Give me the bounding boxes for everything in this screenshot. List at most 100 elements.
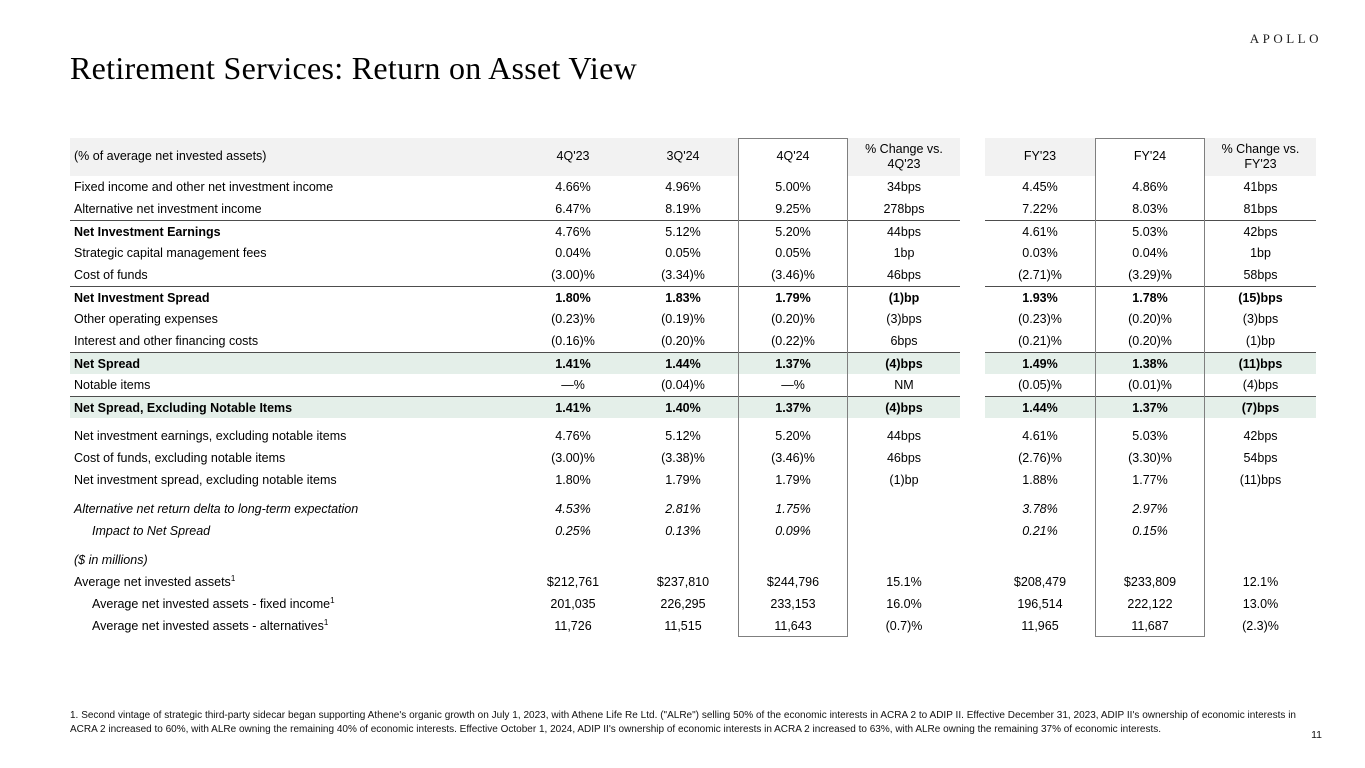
cell-3q24: 226,295	[660, 597, 706, 611]
page-title: Retirement Services: Return on Asset Vie…	[70, 50, 638, 86]
cell-4q24: (0.20)%	[771, 312, 815, 326]
row-label: Average net invested assets - alternativ…	[70, 615, 518, 637]
cell-4q24: (0.22)%	[771, 334, 815, 348]
cell-fy24: 1.38%	[1095, 352, 1205, 374]
group-gap	[960, 264, 985, 286]
cell-fy23: 1.88%	[1022, 473, 1058, 487]
cell-change-vs-4q23: (4)bps	[848, 396, 960, 418]
cell-4q24: —%	[781, 378, 805, 392]
row-label: Net Investment Earnings	[70, 220, 518, 242]
table-row: Other operating expenses (0.23)% (0.19)%…	[70, 308, 1316, 330]
cell-change-vs-4q23	[848, 549, 960, 571]
row-label-text: Interest and other financing costs	[74, 334, 259, 348]
table-row: Cost of funds, excluding notable items (…	[70, 447, 1316, 469]
group-gap	[960, 615, 985, 637]
cell-fy23: 4.45%	[1022, 180, 1058, 194]
row-label: Average net invested assets 1	[70, 571, 518, 593]
cell-change-vs-4q23: (0.7)%	[885, 619, 923, 633]
cell-change-vs-4q23: (3)bps	[886, 312, 922, 326]
group-gap	[960, 447, 985, 469]
cell-change-vs-fy23: 41bps	[1243, 180, 1278, 194]
cell-fy24	[1095, 549, 1205, 571]
cell-4q23: (3.00)%	[551, 451, 595, 465]
row-label-text: Net Spread, Excluding Notable Items	[74, 400, 293, 415]
cell-4q23: 1.80%	[555, 473, 591, 487]
cell-change-vs-fy23: (15)bps	[1205, 286, 1316, 308]
cell-3q24: 1.44%	[628, 352, 738, 374]
table-row: Net investment spread, excluding notable…	[70, 469, 1316, 491]
header-change-vs-fy23: % Change vs. FY'23	[1205, 138, 1316, 176]
cell-change-vs-4q23: 1bp	[893, 246, 915, 260]
row-label-text: ($ in millions)	[74, 553, 148, 567]
cell-3q24: 5.12%	[628, 220, 738, 242]
group-gap	[960, 242, 985, 264]
cell-change-vs-fy23: 1bp	[1250, 246, 1271, 260]
cell-fy24: 5.03%	[1095, 220, 1205, 242]
row-label-text: Average net invested assets - alternativ…	[92, 619, 324, 633]
footnote-marker: 1	[323, 617, 329, 627]
group-gap	[960, 374, 985, 396]
cell-3q24: 0.05%	[665, 246, 701, 260]
row-label-text: Net investment earnings, excluding notab…	[74, 429, 347, 443]
cell-3q24: 1.40%	[628, 396, 738, 418]
table-row: Average net invested assets - alternativ…	[70, 615, 1316, 637]
cell-change-vs-4q23: 278bps	[883, 202, 925, 216]
row-label: Alternative net return delta to long-ter…	[70, 498, 518, 520]
cell-fy24: 222,122	[1127, 597, 1173, 611]
group-gap	[960, 286, 985, 308]
footnote-marker: 1	[230, 573, 236, 583]
cell-fy23	[985, 549, 1095, 571]
cell-change-vs-4q23: NM	[894, 378, 914, 392]
table-row: Net investment earnings, excluding notab…	[70, 425, 1316, 447]
cell-4q23: 1.80%	[518, 286, 628, 308]
cell-fy23: 3.78%	[1022, 502, 1058, 516]
cell-fy24: (0.20)%	[1128, 334, 1172, 348]
cell-fy24: 0.04%	[1132, 246, 1168, 260]
cell-3q24	[628, 549, 738, 571]
cell-4q24	[738, 549, 848, 571]
cell-4q23	[518, 549, 628, 571]
group-gap	[960, 549, 985, 571]
cell-fy24: 1.77%	[1132, 473, 1168, 487]
group-gap	[960, 308, 985, 330]
cell-fy24: 5.03%	[1132, 429, 1168, 443]
row-label: Net investment earnings, excluding notab…	[70, 425, 518, 447]
cell-4q23: $212,761	[546, 575, 600, 589]
cell-fy23: $208,479	[1013, 575, 1067, 589]
cell-3q24: (3.34)%	[661, 268, 705, 282]
cell-4q23: —%	[561, 378, 585, 392]
cell-4q24: 1.79%	[738, 286, 848, 308]
cell-fy24: 2.97%	[1132, 502, 1168, 516]
row-label-text: Fixed income and other net investment in…	[74, 180, 334, 194]
table-row: Fixed income and other net investment in…	[70, 176, 1316, 198]
table-row: Cost of funds (3.00)% (3.34)% (3.46)% 46…	[70, 264, 1316, 286]
row-label: Fixed income and other net investment in…	[70, 176, 518, 198]
cell-4q23: 0.04%	[555, 246, 591, 260]
cell-change-vs-fy23: 81bps	[1243, 202, 1278, 216]
row-label: Average net invested assets - fixed inco…	[70, 593, 518, 615]
cell-change-vs-4q23: 44bps	[848, 220, 960, 242]
row-label-text: Net Investment Earnings	[74, 224, 221, 239]
cell-change-vs-4q23: (1)bp	[848, 286, 960, 308]
cell-change-vs-4q23: 46bps	[886, 451, 922, 465]
cell-3q24: 1.83%	[628, 286, 738, 308]
table-header-row: (% of average net invested assets) 4Q'23…	[70, 138, 1316, 176]
cell-4q24: 1.37%	[738, 352, 848, 374]
cell-fy23: (0.05)%	[1018, 378, 1062, 392]
cell-fy23: 1.49%	[985, 352, 1095, 374]
group-gap	[960, 571, 985, 593]
cell-fy23: (0.23)%	[1018, 312, 1062, 326]
cell-change-vs-4q23: 15.1%	[886, 575, 922, 589]
cell-change-vs-4q23	[848, 498, 960, 520]
row-label: Strategic capital management fees	[70, 242, 518, 264]
footnote-marker: 1	[330, 595, 335, 605]
table-row: Impact to Net Spread 0.25% 0.13% 0.09% 0…	[70, 520, 1316, 542]
cell-3q24: (0.04)%	[661, 378, 705, 392]
cell-change-vs-fy23	[1205, 549, 1316, 571]
cell-change-vs-fy23: (2.3)%	[1242, 619, 1279, 633]
row-label: Cost of funds	[70, 264, 518, 286]
cell-change-vs-fy23: 54bps	[1243, 451, 1278, 465]
header-fy24: FY'24	[1095, 138, 1205, 176]
cell-4q23: 1.41%	[518, 352, 628, 374]
